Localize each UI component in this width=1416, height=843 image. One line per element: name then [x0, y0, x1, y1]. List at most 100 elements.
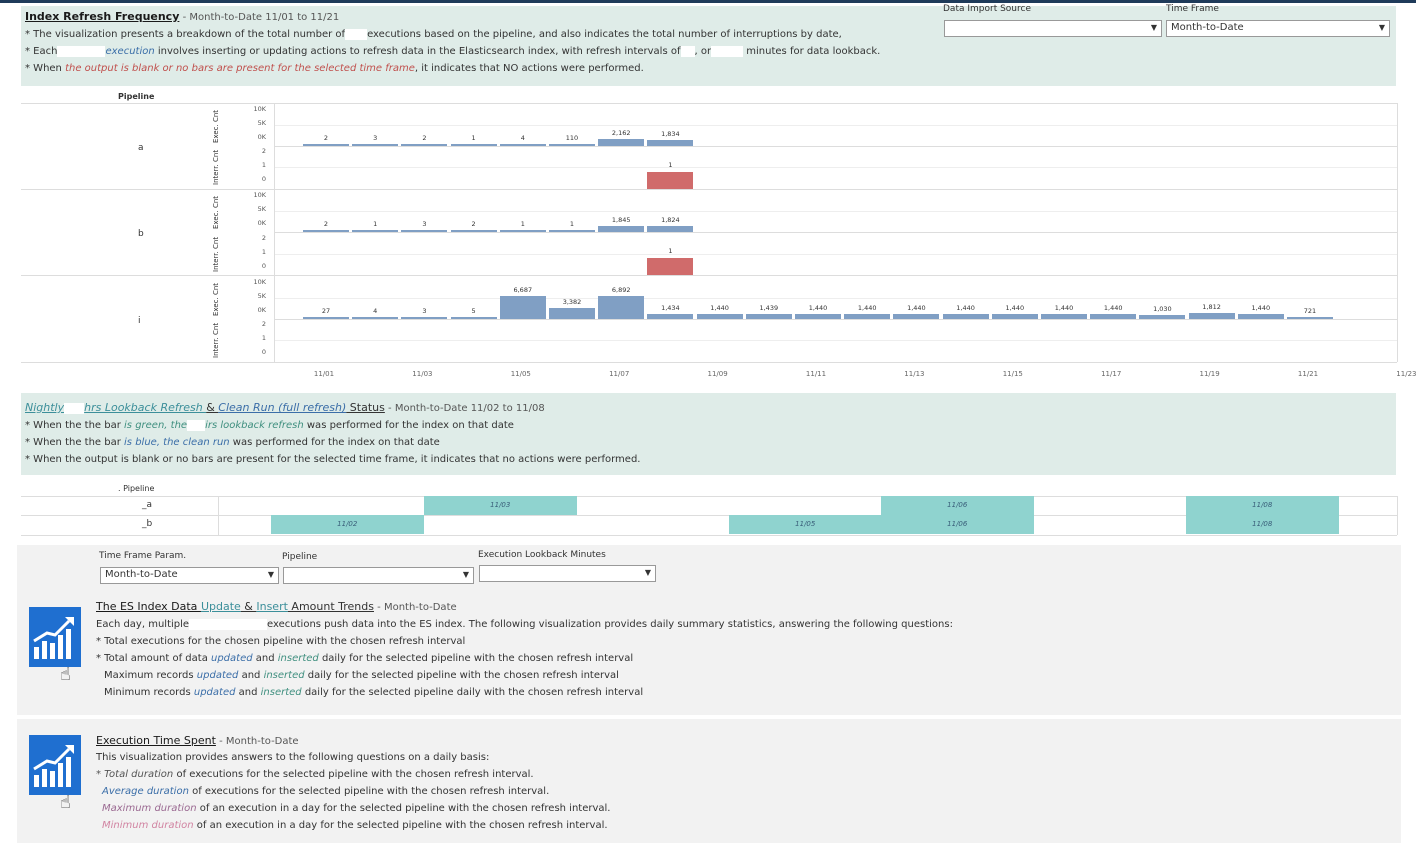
frequency-line-2d: , or	[694, 46, 712, 57]
x-tick-label: 11/23	[1396, 370, 1416, 378]
frequency-title-line: Index Refresh Frequency - Month-to-Date …	[25, 10, 339, 25]
nightly-line-1: * When the the bar is green, the irs look…	[25, 419, 514, 433]
exec-data-label: 1,440	[907, 304, 926, 313]
card2-line-4a: Maximum duration	[102, 803, 197, 814]
frequency-title[interactable]: Index Refresh Frequency	[25, 10, 180, 23]
exec-data-label: 1,824	[661, 215, 680, 224]
frequency-line-3b: the output is blank or no bars are prese…	[65, 63, 415, 74]
frequency-line-1b: executions based on the pipeline, and al…	[367, 29, 842, 40]
card1-line-1a: Each day, multiple	[96, 619, 190, 630]
exec-data-label: 27	[321, 307, 331, 315]
pipeline-filter-select[interactable]: ▼	[283, 567, 474, 584]
grid-line	[274, 319, 1397, 320]
frequency-line-2a: * Each	[25, 46, 58, 57]
card1-line-3c: and	[252, 653, 278, 664]
interr-tick-label: 2	[261, 234, 266, 242]
exec-bar	[450, 230, 497, 232]
card2-line-3a: Average duration	[102, 786, 189, 797]
card1-title-c: &	[240, 600, 257, 613]
nightly-title-d[interactable]: Clean Run (full refresh)	[218, 401, 347, 414]
exec-data-label: 2	[323, 134, 329, 142]
exec-tick-label: 0K	[257, 133, 266, 141]
grid-line	[274, 232, 1397, 233]
card1-title-a[interactable]: The ES Index Data	[96, 600, 201, 613]
card1-line-4d: inserted	[263, 670, 305, 681]
card1-line-1b: executions push data into the ES index. …	[267, 619, 953, 630]
chart-trend-icon[interactable]	[29, 607, 81, 667]
exec-data-label: 1,440	[857, 304, 877, 313]
grid-line	[21, 362, 1397, 363]
nightly-title-a[interactable]: Nightly	[25, 401, 65, 414]
card1-title-line: The ES Index Data Update & Insert Amount…	[96, 600, 457, 615]
grid-line	[274, 103, 275, 362]
card2-title-line: Execution Time Spent - Month-to-Date	[96, 734, 299, 749]
nightly-status-bar: 11/08	[1186, 496, 1339, 515]
exec-data-label: 2	[323, 220, 329, 228]
exec-data-label: 4	[520, 134, 525, 142]
exec-bar	[450, 144, 497, 146]
exec-bar	[352, 144, 399, 146]
time-frame-value: Month-to-Date	[1171, 22, 1244, 33]
grid-line	[274, 167, 1397, 168]
exec-data-label: 3	[422, 307, 427, 315]
grid-line	[21, 535, 1397, 536]
card1-line-3e: daily for the selected pipeline with the…	[318, 653, 634, 664]
exec-data-label: 1	[471, 134, 476, 142]
exec-data-label: 721	[1303, 306, 1317, 315]
exec-data-label: 2	[422, 134, 427, 142]
top-accent-line	[0, 0, 1416, 3]
time-frame-param-select[interactable]: Month-to-Date ▼	[100, 567, 279, 584]
exec-data-label: 1	[569, 220, 575, 228]
x-tick-label: 11/01	[313, 370, 335, 378]
card2-line-2b: of executions for the selected pipeline …	[173, 769, 534, 780]
nightly-title-e: Status	[346, 401, 385, 414]
exec-bar	[1287, 316, 1333, 319]
exec-data-label: 1,440	[1103, 304, 1123, 313]
exec-data-label: 1	[520, 220, 525, 228]
grid-line	[1397, 496, 1398, 535]
card2-subtitle: - Month-to-Date	[215, 736, 299, 747]
card2-line-4b: of an execution in a day for the selecte…	[196, 803, 611, 814]
exec-data-label: 1,440	[1251, 304, 1271, 313]
x-tick-label: 11/15	[1002, 370, 1023, 378]
card1-title-b[interactable]: Update	[200, 600, 241, 613]
pointer-hand-icon[interactable]: ☝	[60, 664, 71, 685]
chart-trend-icon[interactable]	[29, 735, 81, 795]
nightly-line-2b: is blue, the clean run	[124, 437, 230, 448]
x-tick-label: 11/17	[1101, 370, 1122, 378]
time-frame-param-value: Month-to-Date	[105, 569, 178, 580]
pointer-hand-icon[interactable]: ☝	[60, 792, 71, 813]
chevron-down-icon: ▼	[644, 568, 651, 577]
grid-line	[274, 298, 1397, 299]
frequency-description-panel	[21, 6, 1396, 86]
chevron-down-icon: ▼	[462, 570, 469, 579]
exec-data-label: 1,440	[808, 304, 828, 313]
frequency-line-2e: minutes for data lookback.	[746, 46, 881, 57]
interr-tick-label: 2	[261, 320, 266, 328]
exec-bar	[401, 144, 448, 146]
exec-data-label: 1,440	[1054, 304, 1074, 313]
lookback-minutes-label: Execution Lookback Minutes	[478, 550, 606, 560]
card1-line-4b: updated	[196, 670, 239, 681]
interr-tick-label: 0	[261, 348, 266, 356]
nightly-title-b[interactable]: hrs Lookback Refresh	[84, 401, 207, 414]
x-tick-label: 11/13	[904, 370, 925, 378]
exec-data-label: 3	[422, 220, 427, 228]
nightly-line-1d: was performed for the index on that date	[303, 420, 514, 431]
card1-line-4c: and	[238, 670, 264, 681]
exec-bar	[1090, 314, 1137, 319]
time-frame-select[interactable]: Month-to-Date ▼	[1166, 20, 1390, 37]
interr-bar	[647, 171, 694, 189]
card1-title-d[interactable]: Insert	[256, 600, 288, 613]
card2-line-3: Average duration of executions for the s…	[102, 785, 549, 799]
grid-line	[21, 496, 1397, 497]
data-import-source-select[interactable]: ▼	[944, 20, 1162, 37]
exec-bar	[745, 314, 792, 319]
grid-line	[1397, 103, 1398, 362]
time-frame-label: Time Frame	[1166, 4, 1219, 14]
card2-title[interactable]: Execution Time Spent	[96, 734, 216, 747]
exec-tick-label: 10K	[253, 191, 266, 199]
execution-time-card	[17, 719, 1401, 843]
lookback-minutes-select[interactable]: ▼	[479, 565, 656, 582]
exec-data-label: 6,892	[611, 285, 631, 294]
